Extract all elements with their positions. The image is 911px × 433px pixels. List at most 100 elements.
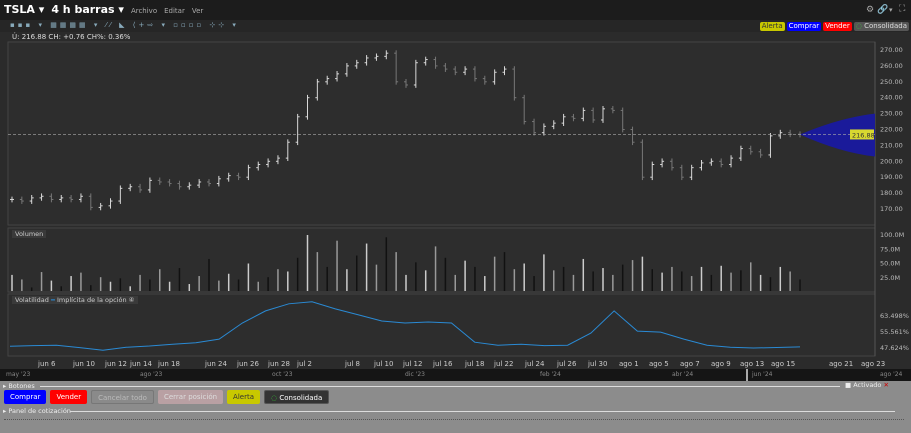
price-bar <box>669 158 674 171</box>
volume-label: Volumen <box>12 230 47 238</box>
alert-order-button[interactable]: Alerta <box>227 390 260 404</box>
price-tick: 250.00 <box>880 78 903 86</box>
x-tick-label: jun 28 <box>268 360 290 368</box>
close-position-button[interactable]: Cerrar posición <box>157 390 224 404</box>
buy-order-button[interactable]: Comprar <box>4 390 47 404</box>
price-bar <box>640 139 645 181</box>
price-bar <box>748 145 753 155</box>
order-buttons-row: Comprar Vender Cancelar todo Cerrar posi… <box>4 390 330 404</box>
menu-ver[interactable]: Ver <box>191 7 204 15</box>
volatility-legend: Volatilidad ━ Implícita de la opción ④ <box>12 296 138 304</box>
chart-svg[interactable]: 270.00 260.00 250.00 240.00 230.00 220.00 210.… <box>0 0 911 370</box>
quote-panel-label: Panel de cotización <box>8 407 71 415</box>
x-tick-label: jul 2 <box>297 360 313 368</box>
price-bar <box>601 105 605 123</box>
series-name: Implícita de la opción <box>57 296 127 304</box>
price-bar <box>394 50 399 85</box>
price-bar <box>660 158 665 168</box>
price-bar <box>216 175 221 187</box>
price-bar <box>571 113 576 122</box>
timeline-label: may '23 <box>6 371 31 378</box>
timeline-label: ago '24 <box>880 371 903 378</box>
menu-archivo[interactable]: Archivo <box>130 7 158 15</box>
price-tick: 270.00 <box>880 46 903 54</box>
price-bar <box>207 179 211 187</box>
volume-tick: 100.0M <box>880 231 904 239</box>
price-bar <box>147 177 152 193</box>
price-bar <box>374 53 379 61</box>
sell-order-button[interactable]: Vender <box>50 390 88 404</box>
price-bar <box>315 78 320 101</box>
timeline-label: feb '24 <box>540 371 561 378</box>
timeline-navigator[interactable] <box>0 369 911 381</box>
price-bar <box>522 94 527 125</box>
last-price-tag <box>850 129 874 140</box>
quote-panel-title[interactable]: ▸ Panel de cotización <box>3 407 71 415</box>
price-pane <box>7 41 876 226</box>
menu-editar[interactable]: Editar <box>164 7 185 15</box>
price-bar <box>433 56 438 69</box>
price-bar <box>256 161 261 171</box>
link-icon[interactable]: 🔗 <box>877 5 889 15</box>
volume-tick: 25.0M <box>880 274 900 282</box>
price-bar <box>492 69 497 85</box>
price-bar <box>78 193 83 203</box>
activated-toggle[interactable]: ■ Activado ✕ <box>845 381 889 389</box>
x-tick-label: ago 1 <box>619 360 639 368</box>
price-tick: 180.00 <box>880 189 903 197</box>
price-tick: 200.00 <box>880 157 903 165</box>
price-tick: 220.00 <box>880 126 903 134</box>
price-bar <box>532 118 537 136</box>
x-tick-label: jul 16 <box>433 360 453 368</box>
price-bar <box>541 123 546 136</box>
price-bar <box>108 198 113 209</box>
gear-icon[interactable]: ⚙ <box>866 5 875 15</box>
last-price-label: 216.88 <box>852 131 875 139</box>
volume-tick: 50.0M <box>880 260 900 268</box>
price-bar <box>551 120 556 130</box>
price-tick: 190.00 <box>880 173 903 181</box>
timeline-label: dic '23 <box>405 371 425 378</box>
period-selector[interactable]: 4 h barras ▾ <box>51 3 124 16</box>
toolbar-icons[interactable]: ▪▪▪ ▾ ▦▦▦▦ ▾ ⁄⁄ ◣ ⟨+⇨ ▾ ▫▫▫▫ ⊹⊹ ▾ <box>10 21 239 29</box>
price-bar <box>709 158 714 166</box>
price-bar <box>138 183 143 193</box>
expand-icon[interactable]: ⛶ <box>899 4 906 14</box>
x-tick-label: jun 6 <box>38 360 56 368</box>
buy-button[interactable]: Comprar <box>786 22 822 31</box>
timeline-label: jun '24 <box>752 371 773 378</box>
price-bar <box>10 196 14 203</box>
price-bar <box>236 172 241 181</box>
title-bar <box>0 0 911 20</box>
x-tick-label: ago 15 <box>771 360 796 368</box>
consolidated-order-button[interactable]: ◌ Consolidada <box>264 390 330 404</box>
volatility-tick: 63.498% <box>880 312 909 320</box>
chevron-down-icon[interactable]: ▾ <box>889 6 893 14</box>
buttons-panel-title[interactable]: ▸ Botones <box>3 382 35 390</box>
alert-button[interactable]: Alerta <box>759 22 785 31</box>
sell-button[interactable]: Vender <box>823 22 852 31</box>
price-bar <box>738 145 743 161</box>
consolidated-order-label: Consolidada <box>279 394 323 402</box>
price-bar <box>364 55 369 66</box>
price-bar <box>404 78 408 88</box>
activated-label: Activado <box>853 381 882 389</box>
symbol-selector[interactable]: TSLA ▾ <box>4 3 45 16</box>
x-tick-label: jul 10 <box>374 360 394 368</box>
price-bar <box>118 185 123 204</box>
cancel-all-button[interactable]: Cancelar todo <box>91 390 154 404</box>
price-tick: 240.00 <box>880 94 903 102</box>
price-bar <box>610 105 615 114</box>
consolidated-button[interactable]: ◌ Consolidada <box>853 22 909 31</box>
price-bar <box>453 66 458 76</box>
price-bar <box>679 164 684 181</box>
volume-tick: 75.0M <box>880 245 900 253</box>
timeline-label: abr '24 <box>672 371 694 378</box>
price-bar <box>561 113 566 127</box>
x-tick-label: jul 26 <box>557 360 577 368</box>
volatility-title: Volatilidad <box>15 296 49 304</box>
forecast-cone <box>800 113 875 157</box>
timeline-handle[interactable] <box>746 369 748 381</box>
price-bar <box>719 158 724 168</box>
x-tick-label: jun 18 <box>158 360 180 368</box>
